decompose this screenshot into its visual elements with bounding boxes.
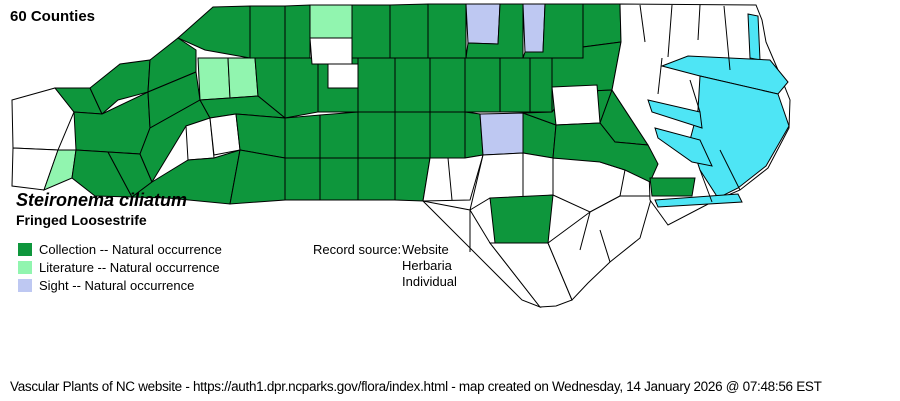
county-shape — [229, 149, 286, 205]
county-shape — [147, 37, 197, 93]
record-source-value: Herbaria — [402, 258, 452, 273]
county-shape — [429, 111, 466, 159]
county-shape — [582, 3, 622, 48]
collection-color-swatch — [18, 242, 32, 256]
legend-label: Literature -- Natural occurrence — [39, 259, 220, 275]
sight-color-swatch — [18, 278, 32, 292]
county-border-line — [447, 157, 453, 201]
county-shape — [649, 177, 696, 197]
legend-item-collection: Collection -- Natural occurrence — [18, 240, 222, 258]
county-border-line — [639, 4, 646, 43]
county-shape — [422, 154, 484, 202]
county-shape — [522, 152, 554, 199]
species-scientific-name: Steironema ciliatum — [16, 190, 188, 210]
county-shape — [209, 113, 241, 156]
county-shape — [522, 3, 546, 53]
county-shape — [529, 57, 553, 113]
county-shape — [394, 57, 431, 113]
footer-attribution: Vascular Plants of NC website - https://… — [10, 379, 822, 394]
county-shape — [654, 193, 743, 208]
record-source-values: Website Herbaria Individual — [402, 242, 457, 290]
county-shape — [327, 63, 359, 89]
county-shape — [552, 122, 659, 183]
legend-item-sight: Sight -- Natural occurrence — [18, 276, 222, 294]
county-shape — [489, 194, 554, 244]
county-shape — [319, 111, 359, 159]
county-shape — [747, 13, 761, 61]
literature-color-swatch — [18, 260, 32, 274]
species-common-name: Fringed Loosestrife — [16, 212, 147, 228]
county-border-line — [599, 229, 611, 263]
county-border-line — [719, 149, 741, 191]
county-shape — [547, 195, 653, 301]
county-shape — [551, 84, 601, 126]
county-shape — [319, 157, 359, 201]
legend-label: Collection -- Natural occurrence — [39, 241, 222, 257]
county-shape — [465, 3, 501, 45]
county-shape — [177, 5, 251, 59]
county-count-title: 60 Counties — [10, 8, 96, 25]
record-source-label: Record source: — [313, 242, 402, 257]
county-shape — [479, 112, 524, 156]
county-shape — [309, 4, 353, 39]
county-shape — [394, 111, 431, 159]
county-shape — [427, 3, 467, 59]
legend: Collection -- Natural occurrence Literat… — [18, 240, 222, 294]
legend-label: Sight -- Natural occurrence — [39, 277, 195, 293]
county-border-line — [657, 57, 663, 95]
county-border-line — [697, 4, 701, 41]
county-shape — [11, 87, 75, 151]
county-shape — [284, 157, 321, 201]
county-border-line — [689, 79, 701, 113]
county-shape — [357, 111, 396, 159]
county-shape — [464, 57, 501, 113]
county-shape — [284, 57, 319, 119]
county-shape — [351, 4, 391, 59]
county-shape — [284, 4, 311, 59]
county-shape — [499, 57, 531, 113]
county-shape — [429, 57, 466, 113]
county-shape — [389, 3, 429, 59]
county-border-line — [723, 5, 731, 71]
county-shape — [227, 57, 259, 99]
county-border-line — [579, 211, 591, 251]
record-source-block: Record source: Website Herbaria Individu… — [313, 242, 457, 289]
county-border-line — [699, 169, 713, 203]
county-shape — [309, 37, 353, 65]
county-shape — [284, 114, 321, 159]
county-shape — [185, 117, 215, 161]
county-shape — [197, 57, 231, 101]
county-shape — [654, 127, 713, 167]
legend-item-literature: Literature -- Natural occurrence — [18, 258, 222, 276]
county-shape — [647, 99, 703, 129]
county-shape — [71, 149, 133, 198]
county-shape — [357, 57, 396, 113]
record-source-value: Individual — [402, 274, 457, 289]
record-source-value: Website — [402, 242, 449, 257]
county-shape — [249, 5, 286, 59]
county-shape — [357, 157, 396, 201]
county-border-line — [667, 4, 673, 58]
